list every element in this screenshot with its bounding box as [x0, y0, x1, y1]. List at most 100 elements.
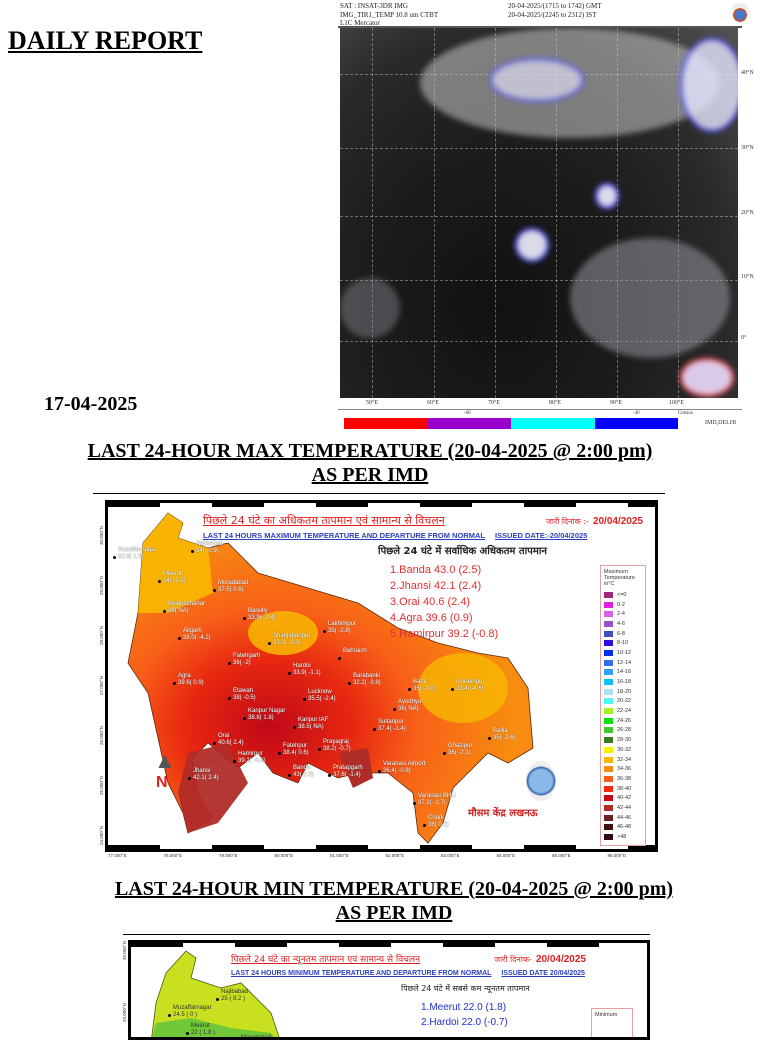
- lon-label: 70°E: [488, 400, 501, 406]
- legend-label: 10-12: [617, 649, 632, 656]
- city-value: 39.6( 0.9): [178, 680, 204, 686]
- ranking-item: 1.Meerut 22.0 (1.8): [421, 1002, 507, 1013]
- max-map-hindi-header-row: पिछले 24 घंटे का अधिकतम तापमान एवं सामान…: [203, 511, 643, 529]
- max-map-english-header-row: LAST 24 HOURS MAXIMUM TEMPERATURE AND DE…: [203, 531, 643, 541]
- city-name: Muzaffarnagar: [173, 1005, 212, 1011]
- city-name: Muzaffarnagar: [118, 547, 157, 553]
- city-value: 24.5 ( 0 ): [173, 1012, 198, 1018]
- office-label: मौसम केंद्र लखनऊ: [468, 808, 538, 819]
- legend-item: 38-40: [604, 784, 642, 794]
- lon-label: 80°E: [549, 400, 562, 406]
- y-axis-label: 30.000°N: [99, 526, 104, 545]
- max-issued-date: 20/04/2025: [592, 516, 643, 527]
- lon-label: 90°E: [610, 400, 623, 406]
- y-axis-label: 30.000°N: [122, 941, 127, 960]
- imd-emblem-icon: [526, 761, 556, 801]
- city-label: Moradabad26 ( 1.8 ): [241, 1035, 271, 1037]
- colorbar-unit: Celsius: [678, 411, 693, 416]
- legend-item: 36-38: [604, 774, 642, 784]
- legend-item: 22-24: [604, 706, 642, 716]
- city-value: 35( -2.6): [493, 735, 516, 741]
- report-title: DAILY REPORT: [8, 26, 203, 55]
- city-value: 38.2( -0.7): [323, 746, 351, 752]
- city-value: 36.4( -0.8): [383, 768, 411, 774]
- divider: [123, 934, 650, 935]
- city-name: Fatehpur: [283, 743, 308, 749]
- min-heading-line1: LAST 24-HOUR MIN TEMPERATURE (20-04-2025…: [114, 878, 674, 900]
- city-name: Ghazipur: [448, 743, 473, 749]
- city-label: Varanasi BHU 37.2( -1.7): [413, 793, 456, 807]
- legend-swatch: [604, 659, 613, 666]
- legend-swatch: [604, 756, 613, 763]
- legend-item: 42-44: [604, 803, 642, 813]
- city-label: Meerut 22 ( 1.8 ): [185, 1023, 215, 1037]
- legend-label: 12-14: [617, 659, 632, 666]
- city-label: Barabanki 32.2( -3.8): [348, 673, 381, 687]
- legend-item: 0-2: [604, 600, 642, 610]
- legend-swatch: [604, 746, 613, 753]
- city-value: 32.2( -3.8): [353, 680, 381, 686]
- max-ranking-title: पिछले 24 घंटे में सर्वाधिक अधिकतम तापमान: [378, 546, 547, 557]
- min-issued-label-hindi: जारी दिनांक-: [494, 955, 532, 964]
- city-value: 38( 0.2): [428, 822, 449, 828]
- city-label: Churk 38( 0.2): [423, 815, 449, 829]
- divider: [93, 493, 665, 494]
- legend-label: 42-44: [617, 804, 632, 811]
- min-issued-group: जारी दिनांक- 20/04/2025: [494, 949, 586, 967]
- city-label: Fatehpur 38.4( 0.6): [278, 743, 309, 757]
- legend-title: Minimum: [595, 1012, 618, 1018]
- legend-swatch: [604, 717, 613, 724]
- ranking-item: 1.Banda 43.0 (2.5): [390, 564, 482, 576]
- legend-label: 32-34: [617, 756, 632, 763]
- min-temperature-legend: Minimum: [591, 1008, 633, 1037]
- city-value: 37.2( -1.7): [418, 800, 446, 806]
- legend-label: 4-6: [617, 620, 625, 627]
- legend-item: 16-18: [604, 677, 642, 687]
- legend-swatch: [604, 630, 613, 637]
- legend-label: 30-32: [617, 746, 632, 753]
- max-temp-heading: LAST 24-HOUR MAX TEMPERATURE (20-04-2025…: [0, 439, 740, 487]
- legend-label: 34-36: [617, 766, 632, 773]
- min-ranking-title: पिछले 24 घंटे में सबसे कम न्यूनतम तापमान: [401, 984, 530, 993]
- city-name: Lucknow: [308, 689, 332, 695]
- city-value: 35.5( -2.4): [308, 696, 336, 702]
- city-name: Hardoi: [293, 663, 311, 669]
- city-name: Orai: [218, 733, 230, 739]
- report-date: 17-04-2025: [44, 393, 138, 415]
- lat-label: 30°N: [741, 145, 754, 151]
- legend-swatch: [604, 708, 613, 715]
- colorbar-segment: [594, 418, 678, 429]
- ranking-item: 4.Agra 39.6 (0.9): [390, 612, 473, 624]
- max-ranking-block: पिछले 24 घंटे में सर्वाधिक अधिकतम तापमान…: [378, 545, 593, 642]
- city-name: Agra: [178, 673, 191, 679]
- legend-item: 26-28: [604, 726, 642, 736]
- city-label: Pratapgarh 37.6( -1.4): [328, 765, 363, 779]
- lon-label: 60°E: [427, 400, 440, 406]
- city-value: 36( -2): [233, 660, 251, 666]
- x-axis-label: 82.000°E: [385, 853, 405, 858]
- legend-item: 4-6: [604, 619, 642, 629]
- lon-label: 50°E: [366, 400, 379, 406]
- city-value: 36( NA): [398, 706, 419, 712]
- max-map-english-title: LAST 24 HOURS MAXIMUM TEMPERATURE AND DE…: [203, 531, 485, 540]
- legend-item: 24-26: [604, 716, 642, 726]
- city-name: Banda: [293, 765, 311, 771]
- city-name: Hamirpur: [238, 751, 263, 757]
- city-value: 35( -2.8): [328, 628, 351, 634]
- city-label: Hamirpur 39.2( -0.8): [233, 751, 266, 765]
- legend-item: 46-48: [604, 823, 642, 833]
- city-label: Moradabad 37.5( 0.6): [212, 580, 248, 594]
- legend-swatch: [604, 804, 613, 811]
- legend-swatch: [604, 785, 613, 792]
- city-name: Gorakhpur: [456, 679, 485, 685]
- city-label: Gorakhpur 33.4( -4.6): [450, 679, 485, 693]
- city-label: Muzaffarnagar 32.8( 1.5): [113, 547, 157, 561]
- city-label: Bahraich: [338, 648, 367, 660]
- city-label: Lucknow 35.5( -2.4): [303, 689, 336, 703]
- legend-swatch: [604, 591, 613, 598]
- city-value: 34( -2.0): [163, 578, 186, 584]
- city-name: Pratapgarh: [333, 765, 363, 771]
- y-axis-label: 24.000°N: [99, 826, 104, 845]
- max-issued-label-hindi: जारी दिनांक :-: [545, 517, 589, 526]
- colorbar-segment: [427, 418, 511, 429]
